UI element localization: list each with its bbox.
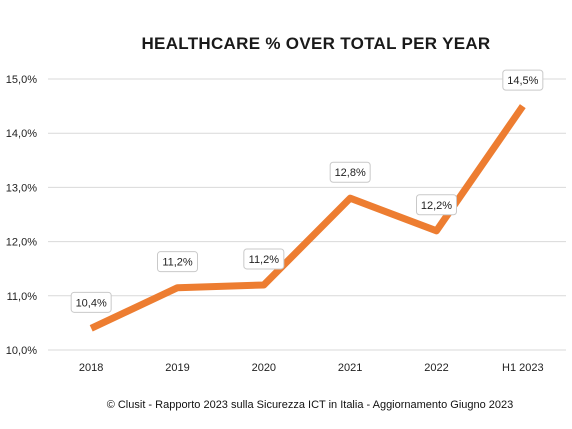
y-tick-label: 11,0% bbox=[7, 291, 38, 303]
data-label: 12,8% bbox=[329, 161, 371, 183]
series-line-layer bbox=[89, 104, 526, 332]
series-line bbox=[89, 104, 526, 332]
data-label-text: 11,2% bbox=[162, 257, 193, 269]
x-tick-label: H1 2023 bbox=[502, 362, 544, 374]
data-label-text: 12,8% bbox=[335, 167, 366, 179]
data-label-text: 11,2% bbox=[249, 254, 280, 266]
data-labels: 10,4% 11,2% 11,2% 12,8% 12,2% 14,5% bbox=[70, 69, 544, 313]
x-tick-label: 2018 bbox=[79, 362, 103, 374]
data-label-text: 14,5% bbox=[507, 75, 538, 87]
x-tick-label: 2019 bbox=[165, 362, 189, 374]
y-tick-label: 14,0% bbox=[6, 128, 37, 140]
data-label: 11,2% bbox=[243, 248, 285, 270]
data-label-box bbox=[416, 194, 457, 216]
data-label: 12,2% bbox=[416, 194, 457, 216]
data-label-text: 10,4% bbox=[76, 297, 107, 309]
data-label-box bbox=[329, 161, 371, 183]
chart-title: HEALTHCARE % OVER TOTAL PER YEAR bbox=[141, 34, 490, 53]
data-label-box bbox=[243, 248, 285, 270]
data-label-box bbox=[157, 251, 198, 273]
x-tick-label: 2020 bbox=[252, 362, 276, 374]
x-tick-label: 2022 bbox=[424, 362, 448, 374]
y-tick-label: 12,0% bbox=[6, 237, 37, 249]
y-tick-label: 15,0% bbox=[6, 74, 37, 86]
x-axis-ticks: 2018 2019 2020 2021 2022 H1 2023 bbox=[79, 362, 544, 374]
data-label-text: 12,2% bbox=[421, 200, 452, 212]
y-tick-label: 13,0% bbox=[6, 182, 37, 194]
data-label: 10,4% bbox=[70, 291, 112, 313]
source-footer: © Clusit - Rapporto 2023 sulla Sicurezza… bbox=[107, 399, 514, 411]
y-tick-label: 10,0% bbox=[6, 345, 37, 357]
data-label: 14,5% bbox=[502, 69, 544, 91]
data-label-box bbox=[502, 69, 544, 91]
data-label-box bbox=[70, 291, 112, 313]
data-label: 11,2% bbox=[157, 251, 198, 273]
y-axis-ticks: 10,0% 11,0% 12,0% 13,0% 14,0% 15,0% bbox=[6, 74, 37, 357]
x-tick-label: 2021 bbox=[338, 362, 362, 374]
